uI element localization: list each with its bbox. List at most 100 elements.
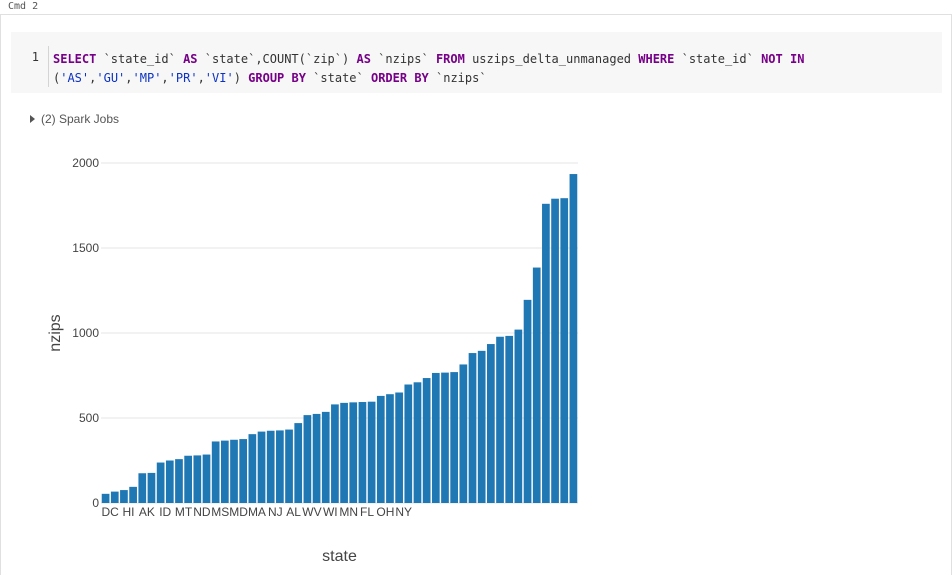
bar xyxy=(505,335,514,503)
code-line-1: SELECT `state_id` AS `state`,COUNT(`zip`… xyxy=(53,50,804,69)
sql-token: AS xyxy=(356,52,371,66)
code-editor[interactable]: 1 SELECT `state_id` AS `state`,COUNT(`zi… xyxy=(11,32,942,93)
x-tick-label: FL xyxy=(360,505,374,519)
sql-token: 'MP' xyxy=(132,71,162,85)
sql-token: uszips_delta_unmanaged xyxy=(464,52,639,66)
sql-code[interactable]: SELECT `state_id` AS `state`,COUNT(`zip`… xyxy=(53,50,804,88)
x-tick-label: WI xyxy=(323,505,338,519)
sql-token: FROM xyxy=(435,52,465,66)
bar xyxy=(257,431,266,503)
sql-token: `state_id` xyxy=(96,52,184,66)
bar xyxy=(129,486,137,503)
bar xyxy=(551,198,559,503)
x-tick-label: OH xyxy=(376,505,394,519)
bar xyxy=(285,429,293,503)
x-tick-label: MD xyxy=(229,505,248,519)
bar xyxy=(276,430,284,503)
sql-token: , xyxy=(161,71,169,85)
bar xyxy=(349,402,358,503)
bar xyxy=(175,459,183,503)
y-tick-label: 500 xyxy=(79,411,99,425)
bar xyxy=(532,267,541,503)
x-tick-label: NY xyxy=(395,505,412,519)
bar xyxy=(404,384,413,503)
bar xyxy=(523,299,532,503)
bar xyxy=(487,344,495,503)
spark-jobs-label: (2) Spark Jobs xyxy=(41,112,120,126)
bar xyxy=(459,364,468,503)
bar xyxy=(422,378,431,503)
sql-token: `state_id` xyxy=(674,52,762,66)
bar xyxy=(312,413,321,503)
bar xyxy=(156,462,165,503)
bar xyxy=(340,402,348,503)
sql-token: , xyxy=(89,71,97,85)
x-tick-label: ID xyxy=(159,505,171,519)
y-tick-label: 0 xyxy=(92,496,99,510)
sql-token: 'GU' xyxy=(96,71,126,85)
bar xyxy=(376,395,385,503)
x-tick-label: HI xyxy=(123,505,135,519)
x-tick-label: WV xyxy=(302,505,321,519)
bar xyxy=(496,336,504,503)
bar xyxy=(450,372,459,503)
bar xyxy=(220,440,229,503)
bar xyxy=(514,329,523,503)
bar xyxy=(294,423,303,503)
bar xyxy=(431,372,440,503)
sql-token: GROUP BY xyxy=(248,71,306,85)
sql-token: , xyxy=(197,71,205,85)
y-tick-label: 1500 xyxy=(72,241,99,255)
sql-token: NOT IN xyxy=(761,52,805,66)
bar xyxy=(468,353,477,503)
bar xyxy=(110,491,119,503)
sql-token: , xyxy=(125,71,133,85)
bar xyxy=(266,430,275,503)
bar xyxy=(367,401,376,503)
bar xyxy=(413,382,422,503)
x-tick-label: ND xyxy=(193,505,211,519)
bar xyxy=(147,472,156,503)
sql-token: AS xyxy=(183,52,198,66)
cell-command-label: Cmd 2 xyxy=(8,1,39,12)
sql-token: 'VI' xyxy=(204,71,234,85)
y-tick-label: 1000 xyxy=(72,326,99,340)
x-tick-label: NJ xyxy=(268,505,283,519)
bar xyxy=(138,473,147,503)
bar xyxy=(165,460,174,503)
line-number: 1 xyxy=(31,50,39,64)
bar xyxy=(239,439,248,503)
bar xyxy=(441,372,449,503)
sql-token: `nzips` xyxy=(428,71,487,85)
bar xyxy=(477,350,486,503)
bar xyxy=(321,411,330,503)
sql-token: 'PR' xyxy=(168,71,198,85)
bar xyxy=(331,404,339,503)
bar xyxy=(193,455,202,503)
bar xyxy=(211,441,220,503)
x-tick-label: MN xyxy=(339,505,358,519)
bar xyxy=(542,203,550,504)
x-tick-label: MS xyxy=(211,505,229,519)
bar xyxy=(303,415,312,503)
bar xyxy=(560,198,569,503)
code-line-2: ('AS','GU','MP','PR','VI') GROUP BY `sta… xyxy=(53,69,804,88)
sql-token: 'AS' xyxy=(60,71,90,85)
bar xyxy=(386,394,394,503)
line-gutter: 1 xyxy=(11,32,43,93)
sql-token: `state` xyxy=(305,71,371,85)
spark-jobs-toggle[interactable]: (2) Spark Jobs xyxy=(30,112,119,126)
bar xyxy=(120,490,128,503)
sql-token: WHERE xyxy=(638,52,675,66)
bar xyxy=(230,439,238,503)
sql-token: `nzips` xyxy=(370,52,436,66)
gutter-divider xyxy=(48,46,49,87)
caret-right-icon xyxy=(30,115,35,123)
sql-token: ORDER BY xyxy=(370,71,429,85)
bar xyxy=(248,434,257,503)
sql-token: ) xyxy=(233,71,249,85)
x-tick-label: MT xyxy=(175,505,193,519)
bar xyxy=(101,493,110,503)
x-tick-label: DC xyxy=(102,505,120,519)
